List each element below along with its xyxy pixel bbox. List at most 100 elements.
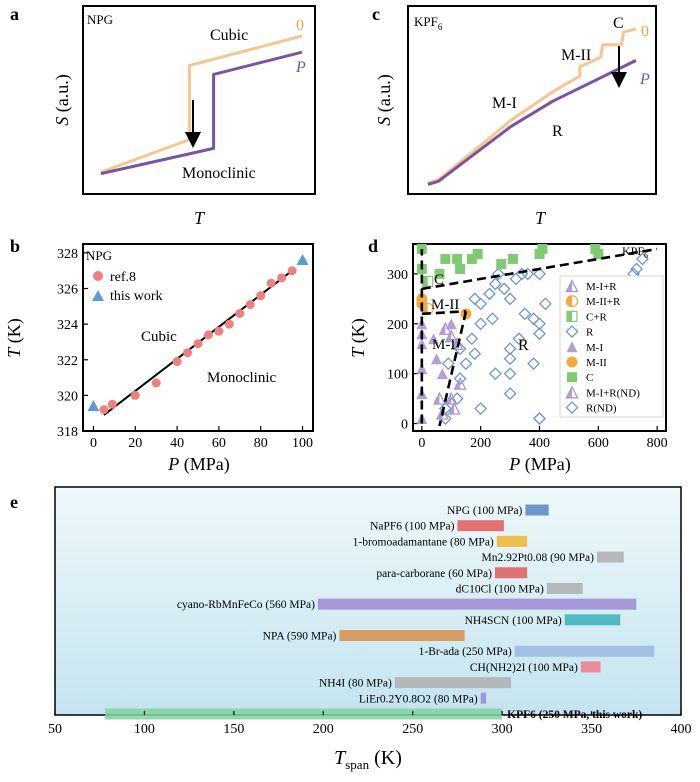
panel-e: e NPG (100 MPa) NaPF6 (100 MPa) 1-bromoada…	[10, 486, 692, 772]
panel-d-point-m-i	[428, 333, 440, 345]
panel-d-point-r	[518, 307, 532, 321]
panel-c-curve-zero	[427, 27, 637, 185]
panel-d-point-r	[491, 267, 505, 281]
panel-d-point-r	[636, 252, 649, 266]
panel-e-xtick-label: 150	[223, 722, 244, 737]
panel-e-bar-label: KPF6 (250 MPa, this work)	[507, 709, 642, 721]
panel-d-mi-region: M-I	[432, 337, 455, 353]
panel-d-point-c	[537, 243, 548, 254]
panel-e-bar	[596, 551, 624, 563]
panel-b-legend-ref-marker	[93, 271, 103, 281]
panel-b: b 0 20 40 60 80 100 318 320 322 324 326 328 NPG ref…	[4, 236, 314, 475]
panel-d-phase-boundary	[421, 247, 658, 291]
panel-e-xtick-label: 300	[492, 722, 513, 737]
panel-b-ytick-label: 320	[57, 389, 78, 404]
panel-b-ref-point	[235, 308, 245, 318]
panel-b-this-work-point	[296, 254, 309, 266]
panel-e-xtick-label: 100	[134, 722, 155, 737]
panel-d-point-r	[497, 282, 511, 296]
panel-d-xtick-label: 600	[588, 436, 609, 451]
panel-e-bar-label: CH(NH2)2I (100 MPa)	[470, 662, 578, 674]
panel-d-point-c	[496, 258, 507, 269]
panel-d-point-m-i-r-fill	[451, 338, 458, 350]
panel-letter-d: d	[368, 236, 378, 256]
panel-c-xlabel: T	[535, 208, 547, 228]
panel-d-mii-region: M-II	[431, 297, 459, 313]
panel-d-point-r	[533, 327, 546, 341]
panel-e-bar	[525, 504, 549, 516]
panel-d-point-r	[486, 312, 499, 326]
panel-a-zero-label: 0	[296, 17, 304, 34]
panel-e-bar-label: cyano-RbMnFeCo (560 MPa)	[177, 599, 315, 611]
panel-d-point-r-nd-	[533, 412, 546, 425]
panel-d-point-r	[468, 292, 482, 306]
panel-c-mi-label: M-I	[492, 95, 517, 112]
panel-e-bar	[514, 645, 655, 657]
panel-b-plot	[87, 254, 309, 416]
panel-d-xtick-label: 800	[647, 436, 668, 451]
panel-d-point-r	[474, 317, 488, 331]
panel-d-point-r	[488, 277, 502, 291]
panel-d-ytick-label: 0	[401, 418, 408, 433]
panel-b-ref-point	[245, 300, 255, 310]
panel-d-point-c	[440, 253, 451, 264]
panel-b-xtick-label: 80	[254, 436, 268, 451]
panel-b-ref-point	[287, 266, 297, 276]
panel-b-frame	[82, 243, 314, 432]
panel-d-ytick-label: 300	[387, 268, 408, 283]
panel-a-curve-zero	[100, 34, 303, 174]
panel-b-ytick-label: 328	[57, 247, 78, 262]
panel-c-mii-label: M-II	[561, 47, 591, 64]
panel-e-bar	[496, 535, 528, 547]
panel-e-bar-label: 1-bromoadamantane (80 MPa)	[353, 536, 494, 548]
panel-b-this-work-point	[87, 400, 100, 412]
panel-d-point-m-i-r-nd--fill	[436, 408, 443, 420]
panel-c-frame	[407, 5, 657, 195]
panel-d-legend-label: C+R	[586, 311, 608, 323]
panel-e-xtick-label: 200	[313, 722, 334, 737]
panel-b-ticks: 0 20 40 60 80 100 318 320 322 324 326 328	[57, 247, 313, 451]
panel-b-ref-point	[266, 278, 276, 288]
panel-e-bar-label: NPA (590 MPa)	[263, 631, 337, 643]
panel-d-point-m-i	[431, 353, 443, 365]
panel-e-bar-label: Mn2.92Pt0.08 (90 MPa)	[481, 552, 594, 564]
panel-d-point-r	[441, 357, 455, 371]
panel-b-ytick-label: 322	[57, 354, 78, 369]
panel-d-point-r	[527, 357, 541, 371]
panel-d-point-r	[465, 332, 479, 346]
panel-d-legend-marker-fill	[567, 311, 572, 322]
panel-d-point-r-nd-	[488, 367, 502, 381]
panel-d-point-r	[503, 352, 517, 366]
panel-d-point-c-r-fill	[422, 276, 428, 287]
panel-d-point-c	[472, 248, 483, 259]
panel-b-ref-point	[107, 399, 117, 409]
panel-e-bar	[580, 661, 601, 673]
panel-e-bar	[494, 567, 528, 579]
panel-letter-b: b	[10, 236, 20, 256]
panel-d-point-r	[468, 347, 482, 361]
panel-d-legend-label: M-II+R	[586, 296, 621, 308]
panel-e-xtick-label: 350	[581, 722, 602, 737]
panel-d-legend-label: R(ND)	[586, 403, 617, 415]
panel-d-phase-boundary	[421, 310, 467, 316]
panel-d-point-c	[508, 253, 519, 264]
panel-a-cubic-label: Cubic	[210, 27, 248, 44]
panel-d-legend-marker	[566, 356, 578, 368]
panel-d-legend: M-I+R M-II+R C+R R M-I M-II C M-I+R(ND) R(ND)	[565, 279, 640, 415]
panel-b-xtick-label: 0	[90, 436, 97, 451]
panel-d-ylabel: T (K)	[348, 318, 369, 358]
panel-d-legend-label: M-II	[586, 357, 607, 369]
panel-d-point-r	[474, 402, 488, 415]
panel-b-ref-point	[214, 326, 224, 336]
panel-c-ylabel: S (a.u.)	[374, 74, 395, 125]
panel-b-legend-this-marker	[92, 290, 104, 301]
panel-d-legend-label: R	[586, 327, 594, 339]
panel-d-legend-marker	[565, 325, 579, 339]
panel-e-xlabel: Tspan (K)	[334, 747, 402, 772]
panel-d-legend-marker-fill	[566, 386, 572, 398]
svg-text:S (a.u.): S (a.u.)	[374, 74, 395, 125]
panel-d-point-r	[503, 342, 517, 356]
panel-b-xtick-label: 60	[212, 436, 226, 451]
panel-b-sample-label: NPG	[86, 248, 112, 263]
